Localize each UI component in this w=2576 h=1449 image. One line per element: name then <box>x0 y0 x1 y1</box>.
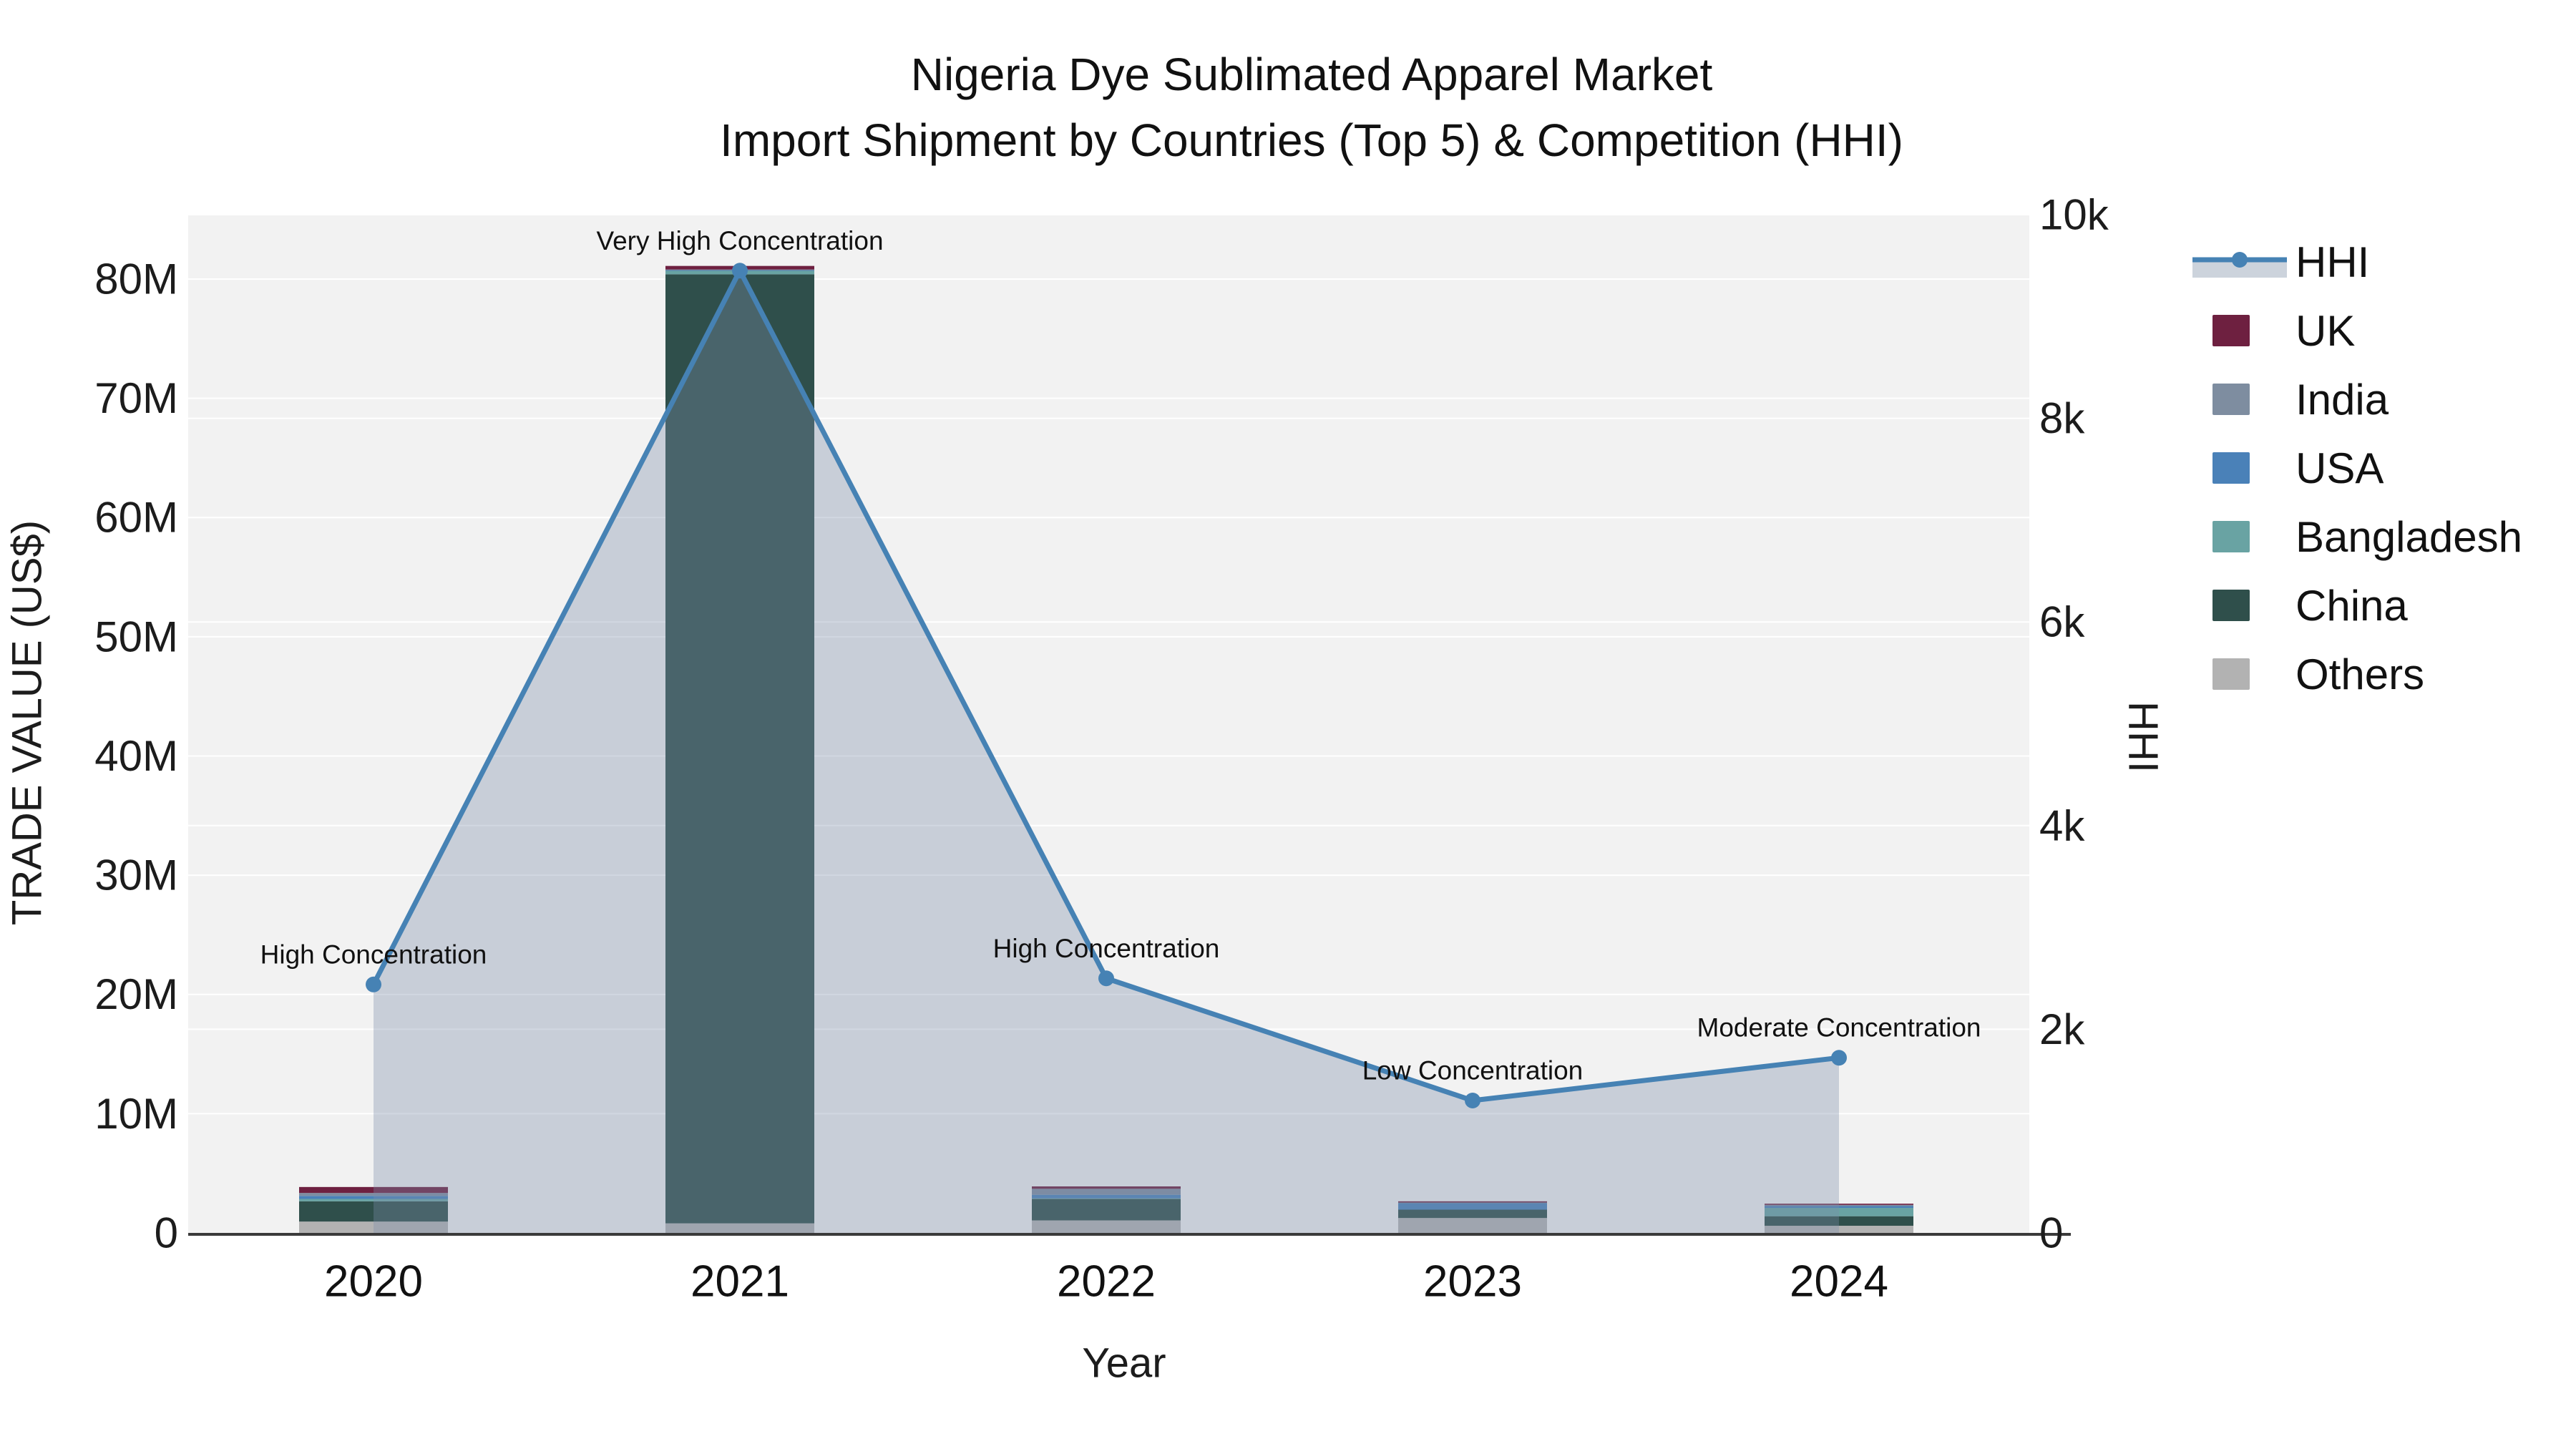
legend-swatch-india <box>2212 384 2250 415</box>
y-right-tick-label: 4k <box>2039 801 2085 849</box>
annotation-2023: Low Concentration <box>1362 1056 1584 1085</box>
bar-2022-India[interactable] <box>1032 1189 1181 1195</box>
y-right-tick-label: 2k <box>2039 1005 2085 1053</box>
hhi-area-fill <box>374 270 1839 1233</box>
annotation-2020: High Concentration <box>260 940 487 969</box>
legend-label-china: China <box>2296 581 2408 630</box>
legend-item-china[interactable]: China <box>2190 571 2576 640</box>
chart-title-line1: Nigeria Dye Sublimated Apparel Market <box>910 49 1713 100</box>
legend-label-usa: USA <box>2296 444 2384 492</box>
legend-swatch-china <box>2212 590 2250 621</box>
hhi-line-swatch <box>2192 252 2287 278</box>
bar-2024-Others[interactable] <box>1765 1226 1913 1233</box>
y-left-tick-label: 60M <box>94 494 178 542</box>
legend-swatch-usa <box>2212 452 2250 484</box>
annotation-2022: High Concentration <box>993 934 1220 963</box>
x-tick-label-2022: 2022 <box>1057 1257 1156 1307</box>
y-left-axis-title: TRADE VALUE (US$) <box>4 519 51 926</box>
legend-label-hhi: HHI <box>2296 238 2370 286</box>
y-left-tick-label: 40M <box>94 732 178 780</box>
legend-color-swatch-icon <box>2190 584 2290 627</box>
y-left-tick-label: 30M <box>94 852 178 899</box>
bar-2021-Others[interactable] <box>665 1223 814 1233</box>
legend-item-usa[interactable]: USA <box>2190 434 2576 502</box>
legend-color-swatch-icon <box>2190 378 2290 421</box>
bar-2023-UK[interactable] <box>1398 1201 1547 1203</box>
bar-2022-China[interactable] <box>1032 1199 1181 1221</box>
y-left-tick-label: 80M <box>94 255 178 303</box>
bar-2020-Others[interactable] <box>299 1221 448 1233</box>
hhi-point-2020[interactable] <box>366 976 381 992</box>
y-right-axis-title: HHI <box>2119 701 2167 773</box>
x-tick-label-2021: 2021 <box>691 1257 789 1307</box>
legend-item-india[interactable]: India <box>2190 365 2576 434</box>
y-right-tick-label: 10k <box>2039 191 2109 239</box>
x-tick-label-2023: 2023 <box>1423 1257 1522 1307</box>
bar-2022-UK[interactable] <box>1032 1186 1181 1189</box>
bar-2023-USA[interactable] <box>1398 1203 1547 1210</box>
legend-item-bangladesh[interactable]: Bangladesh <box>2190 502 2576 571</box>
hhi-point-2022[interactable] <box>1098 970 1114 987</box>
bar-2023-China[interactable] <box>1398 1209 1547 1219</box>
legend-color-swatch-icon <box>2190 309 2290 352</box>
bar-2024-Bangladesh[interactable] <box>1765 1208 1913 1216</box>
bar-2020-Bangladesh[interactable] <box>299 1199 448 1201</box>
y-left-tick-label: 50M <box>94 613 178 660</box>
bar-2024-USA[interactable] <box>1765 1206 1913 1209</box>
bar-2022-Others[interactable] <box>1032 1220 1181 1233</box>
x-tick-label-2020: 2020 <box>324 1257 423 1307</box>
legend-item-uk[interactable]: UK <box>2190 296 2576 365</box>
bar-2020-China[interactable] <box>299 1201 448 1222</box>
chart-title-line2: Import Shipment by Countries (Top 5) & C… <box>720 114 1903 166</box>
legend-line-swatch-icon <box>2190 240 2290 283</box>
y-left-tick-label: 70M <box>94 374 178 422</box>
y-left-tick-label: 20M <box>94 970 178 1018</box>
annotation-2024: Moderate Concentration <box>1697 1013 1981 1043</box>
legend-label-india: India <box>2296 375 2389 424</box>
legend-color-swatch-icon <box>2190 515 2290 558</box>
hhi-point-2023[interactable] <box>1465 1093 1480 1109</box>
legend-item-hhi[interactable]: HHI <box>2190 228 2576 296</box>
bar-2022-USA[interactable] <box>1032 1194 1181 1199</box>
y-right-tick-label: 6k <box>2039 598 2085 646</box>
plot-area <box>188 215 2029 1233</box>
hhi-point-2024[interactable] <box>1831 1050 1847 1066</box>
bar-2024-UK[interactable] <box>1765 1204 1913 1205</box>
chart-title: Nigeria Dye Sublimated Apparel Market Im… <box>0 42 2576 173</box>
legend-label-uk: UK <box>2296 306 2356 355</box>
legend-swatch-others <box>2212 658 2250 690</box>
legend-color-swatch-icon <box>2190 447 2290 489</box>
legend-label-others: Others <box>2296 650 2425 698</box>
bar-2020-India[interactable] <box>299 1193 448 1196</box>
bar-2020-USA[interactable] <box>299 1196 448 1199</box>
bar-2023-Others[interactable] <box>1398 1218 1547 1233</box>
y-right-tick-label: 0 <box>2039 1209 2063 1257</box>
x-axis-title: Year <box>1082 1340 1166 1387</box>
bar-2021-China[interactable] <box>665 274 814 1224</box>
bar-2024-China[interactable] <box>1765 1216 1913 1226</box>
legend: HHI UK India USA Bangladesh China Others <box>2190 228 2576 708</box>
y-left-tick-label: 0 <box>155 1209 178 1257</box>
y-right-tick-label: 8k <box>2039 394 2085 442</box>
y-left-tick-label: 10M <box>94 1090 178 1138</box>
legend-item-others[interactable]: Others <box>2190 640 2576 708</box>
legend-color-swatch-icon <box>2190 653 2290 696</box>
x-tick-label-2024: 2024 <box>1790 1257 1888 1307</box>
hhi-point-2021[interactable] <box>732 263 748 279</box>
legend-swatch-uk <box>2212 315 2250 346</box>
legend-label-bangladesh: Bangladesh <box>2296 512 2522 561</box>
annotation-2021: Very High Concentration <box>596 226 883 255</box>
bar-2024-India[interactable] <box>1765 1204 1913 1206</box>
legend-swatch-bangladesh <box>2212 521 2250 552</box>
bar-2020-UK[interactable] <box>299 1186 448 1194</box>
bar-2023-India[interactable] <box>1398 1202 1547 1204</box>
